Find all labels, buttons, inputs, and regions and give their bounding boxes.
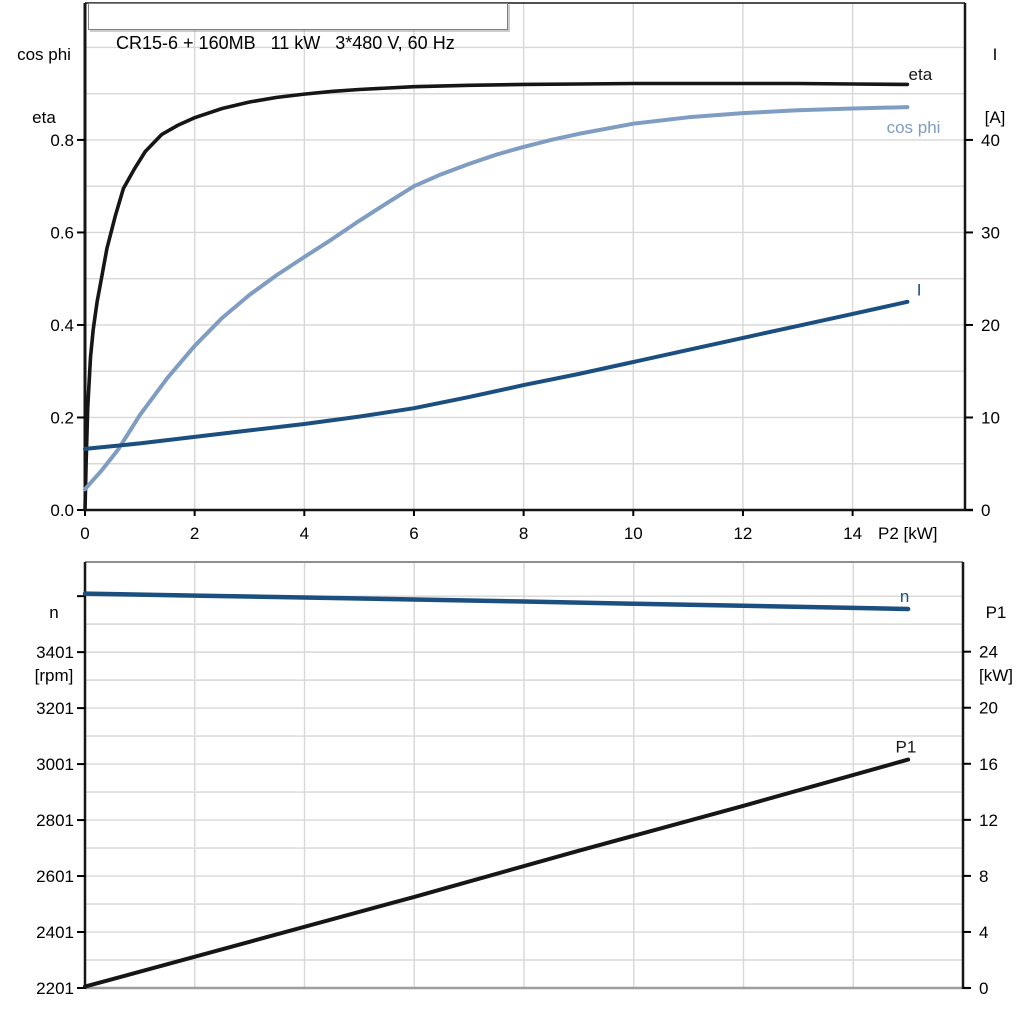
axis-label-current-unit: [A]: [984, 108, 1006, 127]
tick-label-x: 6: [409, 524, 418, 543]
axis-label-speed-unit: [rpm]: [34, 666, 74, 685]
curve-label-I: I: [917, 280, 922, 299]
tick-label-right: 10: [981, 408, 1000, 427]
tick-label-x: 0: [80, 524, 89, 543]
tick-label-x: 8: [519, 524, 528, 543]
curve-label-n: n: [900, 587, 909, 606]
tick-label-left: 0.4: [50, 316, 74, 335]
curve-label-cos-phi: cos phi: [887, 118, 941, 137]
axis-label-current: I: [992, 45, 998, 64]
tick-label-x: 14: [843, 524, 862, 543]
axis-label-p1: P1: [985, 603, 1007, 622]
tick-label-left: 3401: [36, 643, 74, 662]
tick-label-right: 8: [979, 867, 988, 886]
tick-label-x: 12: [733, 524, 752, 543]
tick-label-left: 2801: [36, 811, 74, 830]
axis-label-eta: eta: [32, 108, 56, 127]
top-right-axis-title: I [A]: [967, 2, 1023, 170]
tick-label-right: 0: [979, 979, 988, 998]
tick-label-left: 0.2: [50, 408, 74, 427]
curve-cos-phi: [83, 105, 910, 492]
x-axis-label-p2: P2 [kW]: [878, 524, 938, 543]
tick-label-left: 2601: [36, 867, 74, 886]
curve-P1: [83, 757, 911, 989]
tick-label-left: 3201: [36, 699, 74, 718]
tick-label-left: 0.8: [50, 131, 74, 150]
curve-eta: [83, 81, 910, 512]
axis-label-speed: n: [49, 603, 59, 622]
chart-title-box: CR15-6 + 160MB 11 kW 3*480 V, 60 Hz: [88, 3, 508, 53]
axis-label-cos-phi: cos phi: [17, 45, 71, 64]
top-left-axis-title: cos phi eta: [4, 2, 84, 170]
tick-label-right: 16: [979, 755, 998, 774]
curve-n: [82, 591, 911, 612]
curve-label-eta: eta: [909, 65, 933, 84]
tick-label-left: 2201: [36, 979, 74, 998]
tick-label-left: 2401: [36, 923, 74, 942]
bottom-left-axis-title: n [rpm]: [16, 560, 92, 728]
tick-label-x: 4: [300, 524, 309, 543]
tick-label-x: 10: [624, 524, 643, 543]
axis-label-p1-unit: [kW]: [979, 666, 1013, 685]
tick-label-x: 2: [190, 524, 199, 543]
tick-label-right: 40: [981, 131, 1000, 150]
chart-title: CR15-6 + 160MB 11 kW 3*480 V, 60 Hz: [116, 33, 455, 53]
tick-label-left: 3001: [36, 755, 74, 774]
tick-label-left: 0.6: [50, 223, 74, 242]
curve-label-P1: P1: [896, 738, 917, 757]
tick-label-right: 30: [981, 223, 1000, 242]
tick-label-right: 20: [979, 699, 998, 718]
bottom-right-axis-title: P1 [kW]: [968, 560, 1024, 728]
tick-label-right: 4: [979, 923, 988, 942]
tick-label-right: 24: [979, 643, 998, 662]
tick-label-right: 12: [979, 811, 998, 830]
tick-label-left: 0.0: [50, 501, 74, 520]
tick-label-right: 0: [981, 501, 990, 520]
curve-I: [83, 299, 910, 451]
tick-label-right: 20: [981, 316, 1000, 335]
